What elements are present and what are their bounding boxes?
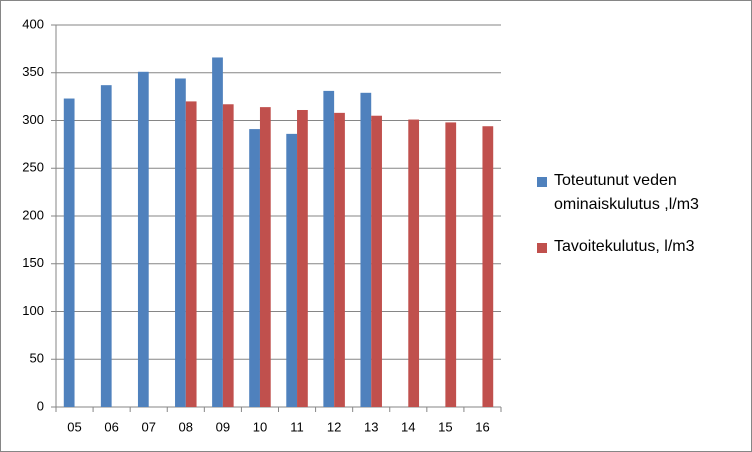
bar (175, 78, 186, 407)
y-tick-label: 150 (22, 255, 44, 270)
x-tick-label: 11 (290, 419, 304, 434)
x-tick-label: 09 (216, 419, 230, 434)
bar (323, 90, 335, 408)
bar (185, 101, 197, 408)
legend-swatch (537, 243, 547, 253)
bar (222, 104, 234, 407)
y-tick-label: 400 (22, 16, 44, 31)
y-tick-label: 0 (37, 398, 44, 413)
y-tick-label: 50 (30, 351, 44, 366)
bar (286, 133, 298, 407)
x-tick-label: 05 (67, 419, 81, 434)
legend-label: Toteutunut veden ominaiskulutus ,l/m3 (554, 172, 699, 213)
bar (259, 107, 271, 407)
bar (63, 98, 75, 407)
bar (371, 115, 382, 407)
bar (297, 109, 308, 408)
bar (249, 129, 260, 407)
x-tick-label: 08 (179, 419, 193, 434)
bar (334, 112, 345, 408)
x-tick-label: 10 (253, 419, 267, 434)
bar (408, 119, 420, 408)
y-tick-label: 200 (22, 207, 44, 222)
y-tick-label: 250 (22, 160, 44, 175)
y-tick-label: 100 (22, 303, 44, 318)
bar (137, 71, 149, 408)
x-tick-label: 07 (141, 419, 155, 434)
x-tick-label: 14 (401, 419, 415, 434)
y-tick-label: 350 (22, 64, 44, 79)
x-tick-label: 16 (475, 419, 489, 434)
bar (482, 126, 494, 407)
legend-label: Tavoitekulutus, l/m3 (554, 238, 695, 255)
x-tick-label: 12 (327, 419, 341, 434)
bar (445, 122, 457, 407)
x-tick-label: 15 (438, 419, 452, 434)
bar (100, 85, 112, 407)
x-tick-label: 13 (364, 419, 378, 434)
legend-swatch (537, 177, 547, 187)
bar (212, 57, 223, 407)
y-tick-label: 300 (22, 112, 44, 127)
x-tick-label: 06 (104, 419, 118, 434)
bar (360, 92, 372, 408)
